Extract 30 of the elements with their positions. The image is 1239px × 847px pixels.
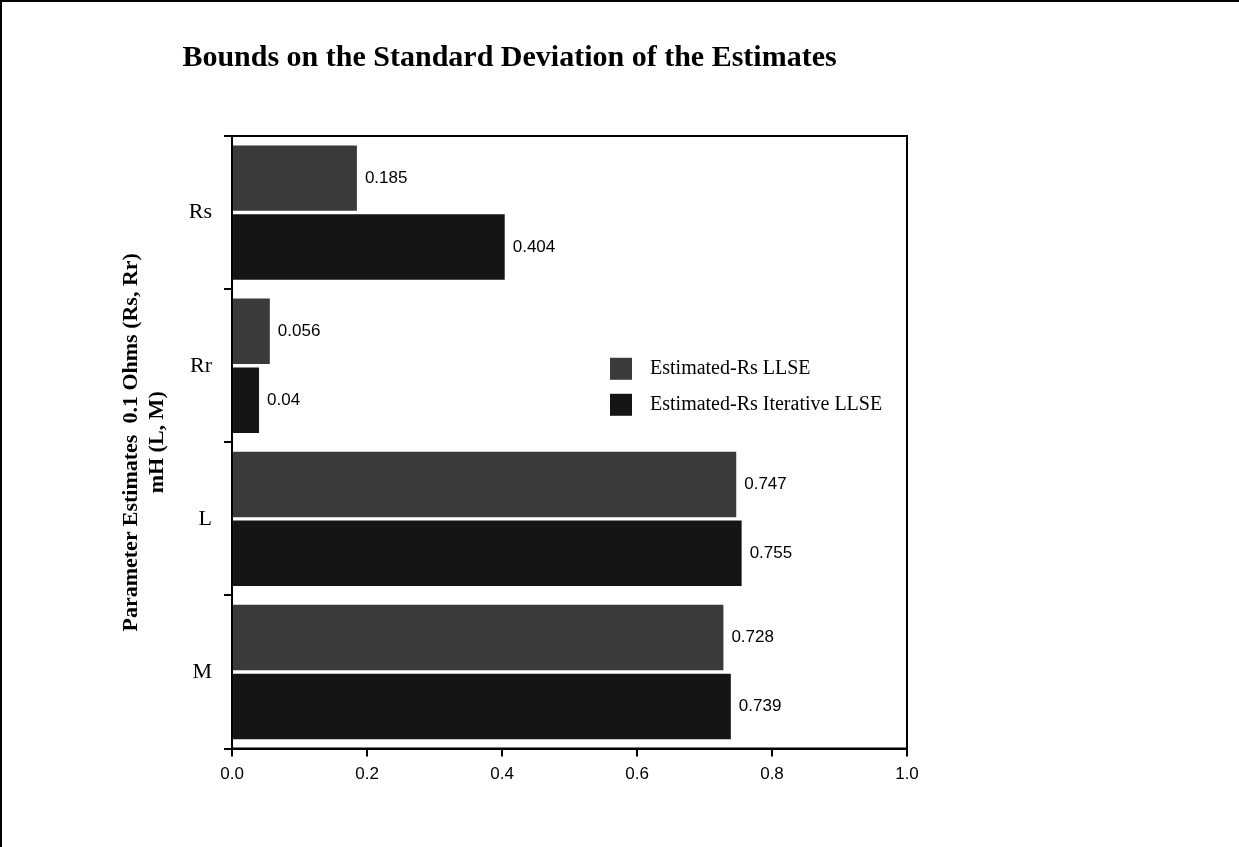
data-label: 0.747 bbox=[744, 474, 787, 494]
bar bbox=[233, 604, 724, 671]
x-tick-label: 0.4 bbox=[490, 764, 514, 784]
y-axis-title: Parameter Estimates 0.1 Ohms (Rs, Rr) mH (L, M) bbox=[116, 253, 169, 632]
bar bbox=[233, 298, 270, 364]
y-tick-label: M bbox=[192, 657, 213, 683]
y-tick-label: L bbox=[198, 504, 213, 530]
bar bbox=[233, 145, 357, 211]
data-label: 0.728 bbox=[731, 627, 774, 647]
x-tick-label: 0.2 bbox=[355, 764, 379, 784]
bar bbox=[233, 520, 742, 587]
data-label: 0.056 bbox=[277, 320, 321, 340]
data-label: 0.739 bbox=[738, 696, 782, 716]
x-tick-label: 0.0 bbox=[220, 764, 244, 784]
y-tick-label: Rr bbox=[190, 351, 213, 377]
x-tick-label: 1.0 bbox=[895, 764, 919, 784]
chart-title: Bounds on the Standard Deviation of the Estimates bbox=[182, 38, 837, 72]
bar bbox=[233, 673, 731, 740]
data-label: 0.755 bbox=[749, 543, 793, 563]
x-tick-label: 0.8 bbox=[760, 764, 784, 784]
bar bbox=[233, 451, 737, 518]
legend-label: Estimated-Rs Iterative LLSE bbox=[650, 392, 883, 415]
legend-label: Estimated-Rs LLSE bbox=[650, 356, 811, 379]
bar bbox=[233, 367, 260, 433]
y-tick-label: Rs bbox=[188, 198, 213, 224]
data-label: 0.04 bbox=[267, 389, 301, 409]
bar bbox=[233, 214, 505, 280]
data-label: 0.404 bbox=[512, 236, 556, 256]
x-tick-label: 0.6 bbox=[625, 764, 649, 784]
data-label: 0.185 bbox=[364, 167, 408, 187]
